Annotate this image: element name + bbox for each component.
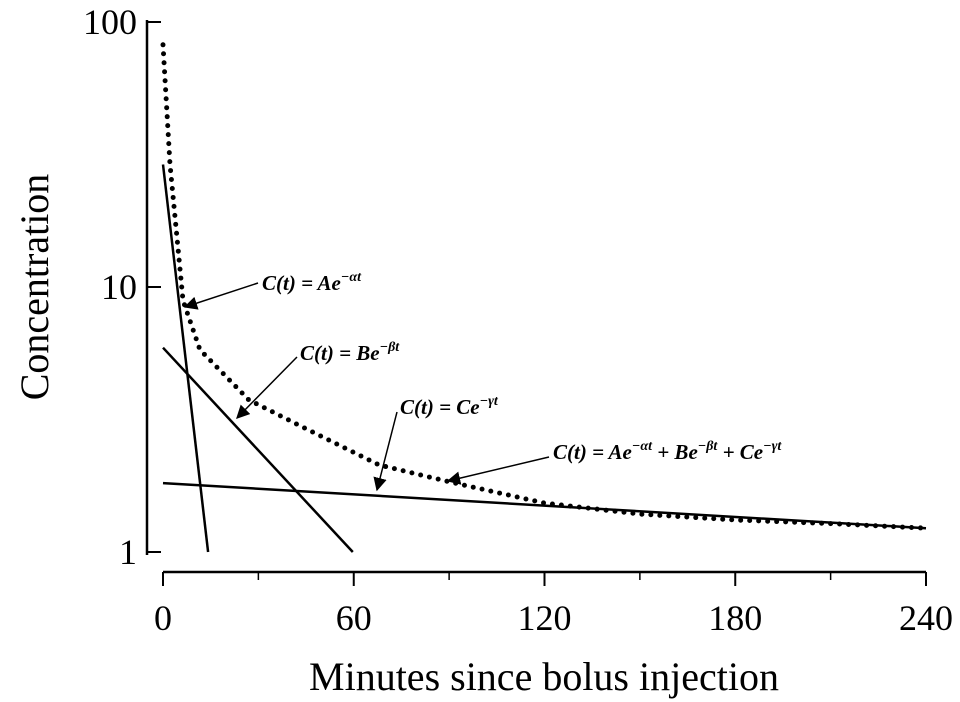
y-tick-label: 1 — [119, 532, 137, 572]
annotation-exponent: −βt — [380, 340, 401, 355]
arrow — [446, 456, 550, 485]
y-axis-title: Concentration — [12, 174, 57, 401]
x-tick-label: 240 — [899, 598, 953, 638]
annotation-text: C(t) = Ae — [262, 271, 341, 295]
arrow — [183, 282, 259, 310]
x-tick-label: 60 — [336, 598, 372, 638]
annotation: C(t) = Ae−αt + Be−βt + Ce−γt — [553, 439, 782, 464]
y-tick-label: 100 — [83, 2, 137, 42]
arrows — [183, 282, 550, 492]
x-tick-label: 180 — [708, 598, 762, 638]
annotation-exponent: −γt — [763, 439, 782, 454]
annotation: C(t) = Ae−αt — [262, 270, 362, 295]
annotation-exponent: −γt — [480, 394, 499, 409]
annotation-text: C(t) = Ce — [400, 395, 480, 419]
annotation-exponent: −αt — [341, 270, 362, 285]
y-tick-label: 10 — [101, 267, 137, 307]
annotation-text: C(t) = Be — [300, 341, 380, 365]
arrow — [373, 411, 398, 492]
annotation: C(t) = Be−βt — [300, 340, 400, 365]
x-axis-title: Minutes since bolus injection — [309, 654, 779, 699]
annotation-text: + Ce — [717, 440, 763, 464]
annotation-text: C(t) = Ae — [553, 440, 632, 464]
sum-curve — [160, 42, 929, 531]
component-line — [162, 481, 927, 530]
annotation-text: + Be — [652, 440, 698, 464]
annotation: C(t) = Ce−γt — [400, 394, 499, 419]
x-tick-label: 0 — [154, 598, 172, 638]
component-line — [162, 346, 354, 553]
component-line — [161, 164, 210, 553]
annotation-exponent: −αt — [632, 439, 653, 454]
arrow — [236, 356, 298, 419]
x-tick-label: 120 — [518, 598, 572, 638]
annotation-exponent: −βt — [698, 439, 719, 454]
